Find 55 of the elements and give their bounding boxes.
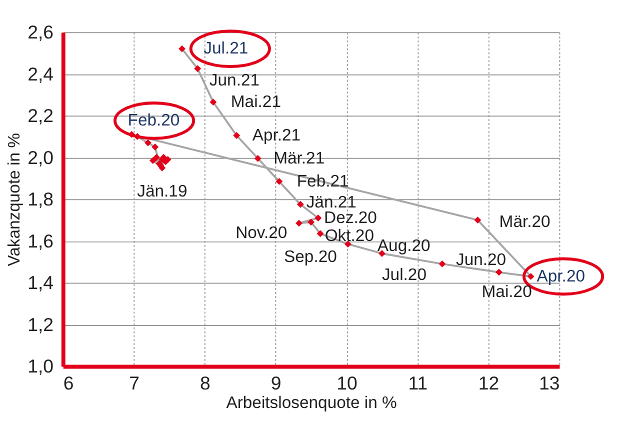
y-tick-label: 1,2	[28, 314, 54, 335]
annotation: Mai.21	[230, 92, 281, 111]
annotation: Sep.20	[284, 247, 337, 266]
annotation: Mär.21	[274, 148, 325, 168]
y-tick-label: 2,0	[28, 146, 54, 168]
x-tick-label: 8	[200, 372, 210, 394]
x-tick-label: 11	[408, 372, 428, 394]
y-tick-label: 1,0	[28, 356, 54, 377]
point	[178, 45, 186, 52]
annotation: Mai.20	[482, 282, 532, 301]
y-tick-label: 2,6	[28, 21, 54, 42]
x-tick-label: 9	[270, 372, 282, 394]
x-tick-label: 6	[63, 372, 74, 394]
point	[149, 157, 156, 164]
point	[314, 214, 322, 222]
annotation: Jul.21	[204, 38, 248, 58]
point	[254, 154, 262, 162]
annotation: Nov.20	[236, 222, 288, 242]
point	[276, 178, 283, 185]
point	[210, 98, 217, 106]
y-axis-title: Vakanzquote in %	[4, 132, 24, 266]
x-tick-label: 10	[336, 372, 358, 394]
point	[194, 65, 202, 72]
point	[474, 216, 482, 224]
point	[438, 260, 446, 268]
annotation: Jän.19	[137, 181, 188, 200]
annotation: Jul.20	[382, 265, 426, 284]
annotation: Mär.20	[499, 212, 550, 231]
annotation: Feb.21	[296, 171, 349, 190]
x-tick-label: 13	[538, 372, 560, 394]
point	[316, 230, 324, 238]
point	[296, 200, 304, 208]
point	[144, 139, 152, 146]
annotation: Okt.20	[324, 226, 374, 245]
annotation: Jun.21	[209, 70, 260, 90]
point	[495, 268, 502, 276]
annotation: Feb.20	[128, 110, 180, 130]
annotation: Apr.21	[252, 125, 301, 144]
x-tick-label: 7	[129, 372, 140, 394]
point	[527, 272, 534, 280]
y-tick-label: 1,8	[28, 188, 54, 210]
y-tick-label: 1,4	[28, 272, 54, 294]
annotation: Jun.20	[456, 250, 506, 269]
y-tick-label: 1,6	[28, 230, 54, 252]
annotation: Aug.20	[377, 236, 430, 255]
point	[153, 154, 160, 161]
y-tick-label: 2,2	[28, 105, 54, 126]
point	[308, 218, 315, 226]
x-axis-title: Arbeitslosenquote in %	[226, 393, 398, 412]
x-tick-label: 12	[478, 372, 500, 394]
point	[296, 220, 302, 227]
y-tick-label: 2,4	[28, 63, 54, 84]
point	[152, 143, 159, 150]
annotation: Apr.20	[536, 266, 586, 286]
point	[233, 132, 240, 139]
